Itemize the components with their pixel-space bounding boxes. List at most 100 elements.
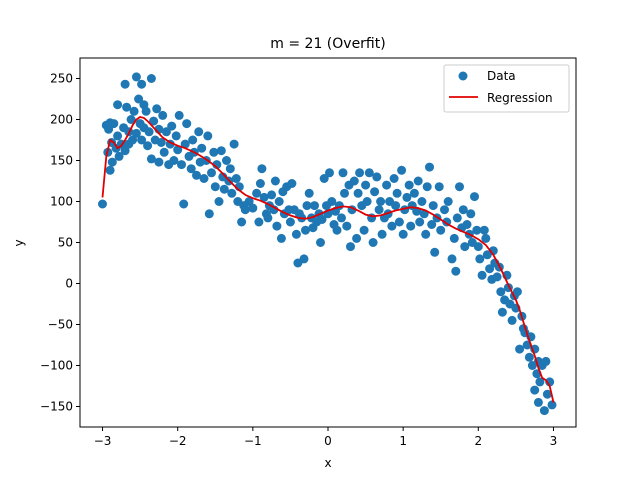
data-point xyxy=(210,182,220,192)
data-point xyxy=(207,168,216,178)
data-point xyxy=(337,213,346,223)
data-point xyxy=(158,110,168,120)
data-point xyxy=(530,385,540,395)
data-point xyxy=(107,157,117,167)
data-point xyxy=(257,164,267,174)
data-point xyxy=(421,229,431,239)
data-point xyxy=(361,180,371,190)
data-point xyxy=(154,157,164,167)
data-point xyxy=(382,180,392,190)
data-point xyxy=(214,197,224,206)
data-point xyxy=(137,135,147,145)
y-tick-label: 50 xyxy=(58,236,73,250)
data-point xyxy=(458,205,468,215)
data-point xyxy=(404,180,414,190)
data-point xyxy=(413,176,423,186)
data-point xyxy=(541,356,551,366)
data-point xyxy=(149,116,159,126)
data-point xyxy=(481,233,491,243)
data-point xyxy=(406,221,416,231)
data-point xyxy=(391,201,401,211)
legend-label-regression: Regression xyxy=(487,91,553,105)
data-point xyxy=(346,242,355,252)
x-tick-label: −1 xyxy=(244,434,262,448)
data-point xyxy=(156,138,166,147)
data-point xyxy=(186,164,196,174)
data-point xyxy=(452,213,462,223)
data-point xyxy=(451,266,461,276)
data-point xyxy=(229,139,239,149)
data-point xyxy=(352,233,362,243)
data-point xyxy=(199,174,209,183)
data-point xyxy=(169,156,179,165)
data-point xyxy=(222,156,231,165)
data-point xyxy=(177,160,186,170)
data-point xyxy=(370,187,380,197)
data-point xyxy=(192,170,201,180)
data-point xyxy=(179,199,189,209)
data-point xyxy=(212,160,222,170)
data-point xyxy=(338,168,348,178)
data-point xyxy=(415,217,425,227)
data-point xyxy=(497,307,507,317)
plot-frame xyxy=(79,57,577,428)
data-point xyxy=(368,238,378,247)
data-point xyxy=(340,188,349,198)
data-point xyxy=(146,74,156,83)
data-point xyxy=(353,188,363,198)
data-point xyxy=(285,217,295,227)
data-point xyxy=(141,106,151,116)
y-tick-label: −150 xyxy=(40,400,73,414)
x-tick-label: −3 xyxy=(94,434,112,448)
data-point xyxy=(259,192,269,202)
data-point xyxy=(216,146,226,156)
data-point xyxy=(349,176,359,186)
data-point xyxy=(310,201,319,211)
data-point xyxy=(188,135,198,145)
data-point xyxy=(327,197,337,206)
x-tick-label: 2 xyxy=(474,434,482,448)
data-point xyxy=(276,233,286,243)
data-point xyxy=(496,287,506,297)
data-point xyxy=(255,179,265,188)
data-point xyxy=(425,162,434,172)
data-point xyxy=(409,188,419,198)
data-point xyxy=(477,270,487,280)
data-point xyxy=(470,192,479,202)
legend-label-data: Data xyxy=(487,69,516,83)
data-point xyxy=(524,352,534,362)
data-point xyxy=(539,406,549,416)
data-point xyxy=(472,225,482,235)
y-tick-label: 100 xyxy=(50,195,73,209)
data-point xyxy=(447,254,457,264)
data-point xyxy=(304,188,314,198)
data-point xyxy=(237,217,247,227)
data-point xyxy=(376,197,386,206)
data-point xyxy=(542,389,552,399)
data-point xyxy=(252,188,262,198)
data-point xyxy=(389,174,399,183)
data-point xyxy=(473,242,483,252)
data-point xyxy=(194,127,204,137)
data-point xyxy=(120,79,130,89)
data-point xyxy=(319,174,329,183)
y-tick-label: −50 xyxy=(48,318,73,332)
data-point xyxy=(372,172,382,182)
data-point xyxy=(204,209,214,219)
data-point xyxy=(402,192,412,202)
regression-line xyxy=(101,116,555,403)
legend-box xyxy=(443,64,570,113)
data-point xyxy=(392,188,402,198)
data-point xyxy=(342,221,352,231)
data-point xyxy=(219,184,229,194)
data-point xyxy=(466,209,476,219)
data-point xyxy=(263,213,273,223)
data-point xyxy=(462,220,472,229)
data-point xyxy=(269,205,279,215)
data-point xyxy=(547,400,557,410)
data-point xyxy=(422,182,432,192)
data-point xyxy=(302,201,312,211)
data-point xyxy=(109,119,119,129)
data-point xyxy=(430,247,440,257)
